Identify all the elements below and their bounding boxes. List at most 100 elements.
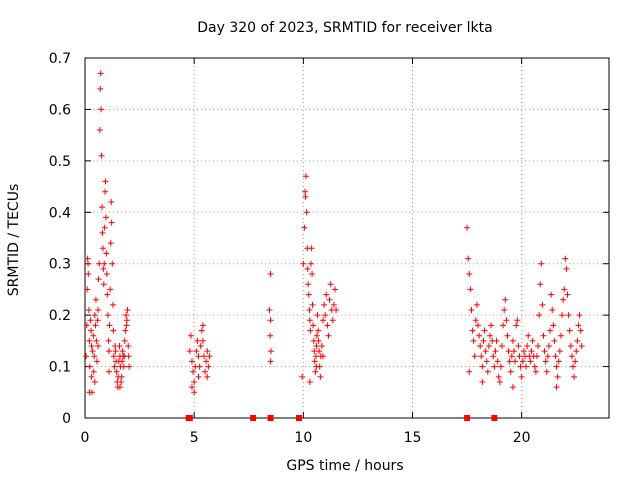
data-point — [198, 327, 205, 334]
data-point — [553, 384, 560, 391]
data-point — [96, 127, 103, 133]
data-point — [267, 317, 274, 324]
data-point — [556, 348, 563, 355]
data-point — [525, 332, 532, 339]
data-point — [302, 188, 309, 195]
data-point — [119, 348, 126, 355]
data-point — [553, 363, 560, 370]
data-point — [86, 363, 93, 370]
data-point — [100, 265, 107, 272]
data-point — [482, 348, 489, 355]
data-point — [313, 343, 320, 349]
data-point — [314, 312, 321, 319]
data-point — [104, 312, 111, 319]
data-point — [559, 312, 566, 319]
data-point — [500, 322, 507, 329]
data-point — [195, 353, 202, 360]
data-point — [537, 281, 544, 288]
data-point — [533, 353, 540, 360]
data-point — [549, 307, 556, 313]
data-point — [330, 301, 337, 308]
data-point — [565, 312, 572, 319]
data-point — [101, 224, 108, 231]
data-point — [517, 363, 524, 370]
data-point — [465, 255, 472, 262]
data-point — [196, 363, 203, 370]
data-point — [101, 260, 108, 267]
y-tick-label: 0 — [62, 411, 71, 427]
data-point — [552, 353, 559, 360]
data-point — [479, 379, 486, 385]
data-point — [186, 348, 193, 355]
data-point — [327, 281, 334, 288]
data-point — [509, 384, 516, 391]
data-point — [306, 307, 313, 313]
data-point — [499, 343, 506, 349]
data-point — [124, 307, 131, 313]
data-point — [491, 363, 498, 370]
data-point — [83, 322, 90, 329]
data-point — [331, 286, 338, 293]
data-point — [97, 85, 104, 92]
data-point — [118, 373, 125, 380]
data-point — [481, 327, 488, 334]
data-point — [333, 307, 340, 313]
data-point — [535, 343, 542, 349]
data-point — [307, 260, 314, 267]
data-point — [108, 219, 115, 226]
chart-title: Day 320 of 2023, SRMTID for receiver lkt… — [197, 20, 492, 36]
data-point — [545, 343, 552, 349]
y-tick-label: 0.3 — [49, 257, 71, 273]
data-point — [188, 358, 195, 365]
zero-value-point — [464, 415, 471, 421]
data-point — [87, 317, 94, 324]
data-point — [305, 281, 312, 288]
data-point — [97, 70, 104, 77]
data-point — [470, 337, 477, 344]
data-point — [576, 312, 583, 319]
data-point — [487, 332, 494, 339]
x-tick-label: 10 — [294, 430, 312, 446]
data-point — [538, 260, 545, 267]
data-point — [104, 291, 111, 298]
data-point — [86, 389, 93, 396]
data-point — [531, 363, 538, 370]
y-tick-label: 0.6 — [49, 102, 71, 118]
data-point — [300, 260, 307, 267]
data-point — [326, 296, 333, 303]
data-point — [527, 358, 534, 365]
data-point — [539, 301, 546, 308]
data-point — [84, 286, 91, 293]
data-point — [574, 337, 581, 344]
y-tick-label: 0.2 — [49, 308, 71, 324]
data-point — [94, 358, 101, 365]
data-point — [544, 353, 551, 360]
data-point — [109, 260, 116, 267]
axes: 0 5 10 15 20 0 0.1 0.2 0.3 0.4 0.5 0.6 0.7 — [49, 51, 609, 446]
zero-value-point — [491, 415, 498, 421]
data-point — [515, 343, 522, 349]
data-point — [202, 368, 209, 375]
data-point — [197, 343, 204, 349]
data-point — [324, 322, 331, 329]
data-point — [103, 250, 110, 257]
data-point — [310, 322, 317, 329]
data-point — [566, 327, 573, 334]
data-point — [190, 368, 197, 375]
data-point — [466, 271, 473, 277]
data-point — [99, 204, 106, 211]
data-point — [528, 348, 535, 355]
data-point — [205, 363, 212, 370]
data-point — [325, 332, 332, 339]
data-point — [200, 353, 207, 360]
data-point — [308, 245, 315, 252]
data-point — [478, 353, 485, 360]
data-point — [86, 337, 93, 344]
data-point — [89, 348, 96, 355]
data-point — [191, 379, 198, 385]
data-point — [88, 343, 95, 349]
data-point — [108, 199, 115, 205]
data-point — [488, 322, 495, 329]
data-point — [91, 312, 98, 319]
data-point — [502, 296, 509, 303]
